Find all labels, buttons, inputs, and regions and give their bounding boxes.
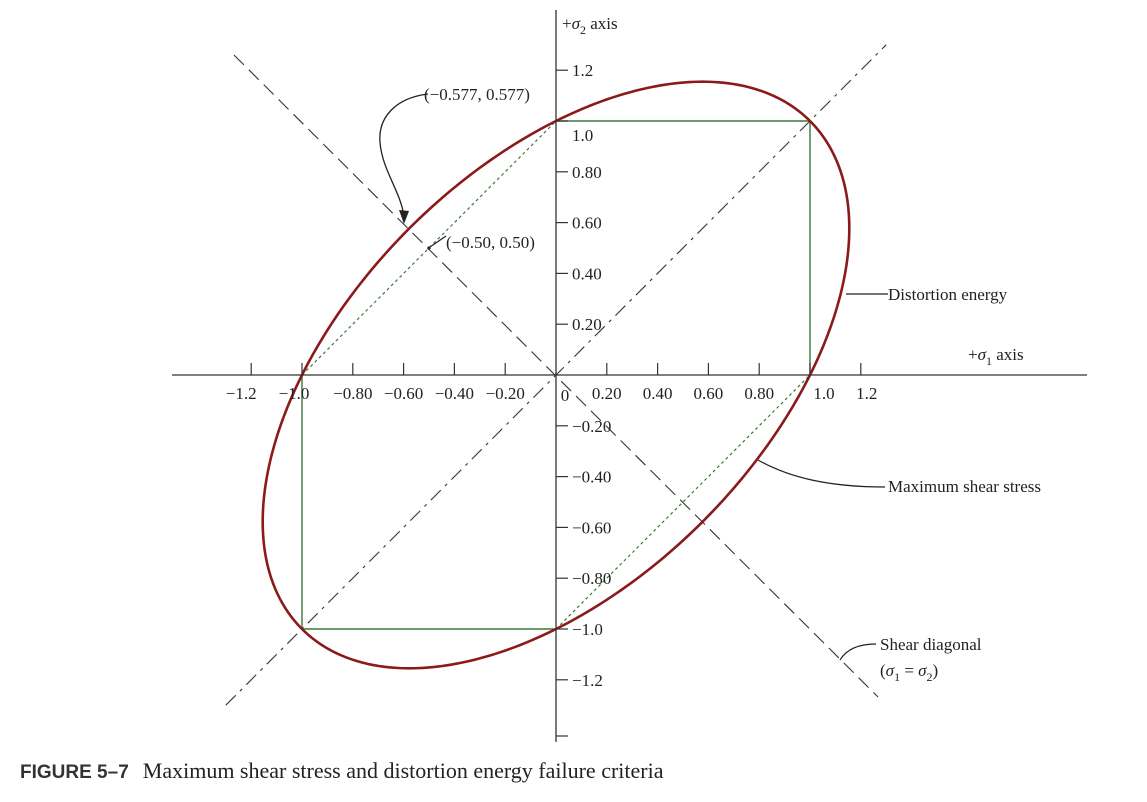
x-tick-label: −1.0 xyxy=(279,384,310,403)
x-tick-label: 1.2 xyxy=(856,384,877,403)
x-tick-label: 0.40 xyxy=(643,384,673,403)
y-tick-label: −0.20 xyxy=(572,417,611,436)
shear-diagonal-equation: (σ1 = σ2) xyxy=(880,661,938,684)
x-tick-label: −0.80 xyxy=(333,384,372,403)
figure-caption: FIGURE 5–7 Maximum shear stress and dist… xyxy=(20,758,663,784)
y-tick-label: 0.40 xyxy=(572,264,602,283)
x-tick-label: 1.0 xyxy=(813,384,834,403)
origin-label: 0 xyxy=(561,386,570,405)
de-point-arrowhead xyxy=(399,210,409,224)
y-tick-label: 1.2 xyxy=(572,61,593,80)
mss-point-marker xyxy=(427,246,431,250)
x-tick-label: 0.60 xyxy=(694,384,724,403)
shear-diagonal-leader xyxy=(839,643,877,661)
y-tick-label: 0.60 xyxy=(572,214,602,233)
x-tick-label: −0.40 xyxy=(435,384,474,403)
distortion-energy-label: Distortion energy xyxy=(888,285,1008,304)
y-tick-label: −0.40 xyxy=(572,468,611,487)
figure-caption-text: Maximum shear stress and distortion ener… xyxy=(142,758,664,783)
y-axis-title: +σ2 axis xyxy=(562,14,618,37)
x-tick-label: −1.2 xyxy=(226,384,257,403)
shear-diagonal-label: Shear diagonal xyxy=(880,635,982,654)
de-point-label: (−0.577, 0.577) xyxy=(424,85,530,104)
figure-number: FIGURE 5–7 xyxy=(20,762,129,783)
mss-point-leader xyxy=(429,235,447,248)
max-shear-stress-leader xyxy=(757,459,886,488)
y-tick-label: 1.0 xyxy=(572,126,593,145)
max-shear-stress-boundary xyxy=(301,120,811,630)
y-tick-label: −1.2 xyxy=(572,671,603,690)
max-shear-stress-label: Maximum shear stress xyxy=(888,477,1041,496)
x-tick-label: 0.80 xyxy=(744,384,774,403)
de-point-leader xyxy=(379,93,429,217)
x-tick-label: −0.20 xyxy=(486,384,525,403)
x-tick-label: −0.60 xyxy=(384,384,423,403)
mss-point-label: (−0.50, 0.50) xyxy=(446,233,535,252)
axes: −1.2 −1.0 −0.80 −0.60 −0.40 −0.20 0.20 0.40 0.60… xyxy=(172,10,1087,742)
y-tick-label: −0.60 xyxy=(572,518,611,537)
y-tick-label: −1.0 xyxy=(572,620,603,639)
y-tick-label: −0.80 xyxy=(572,569,611,588)
y-tick-label: 0.20 xyxy=(572,315,602,334)
x-tick-label: 0.20 xyxy=(592,384,622,403)
y-tick-label: 0.80 xyxy=(572,163,602,182)
x-axis-title: +σ1 axis xyxy=(968,345,1024,368)
